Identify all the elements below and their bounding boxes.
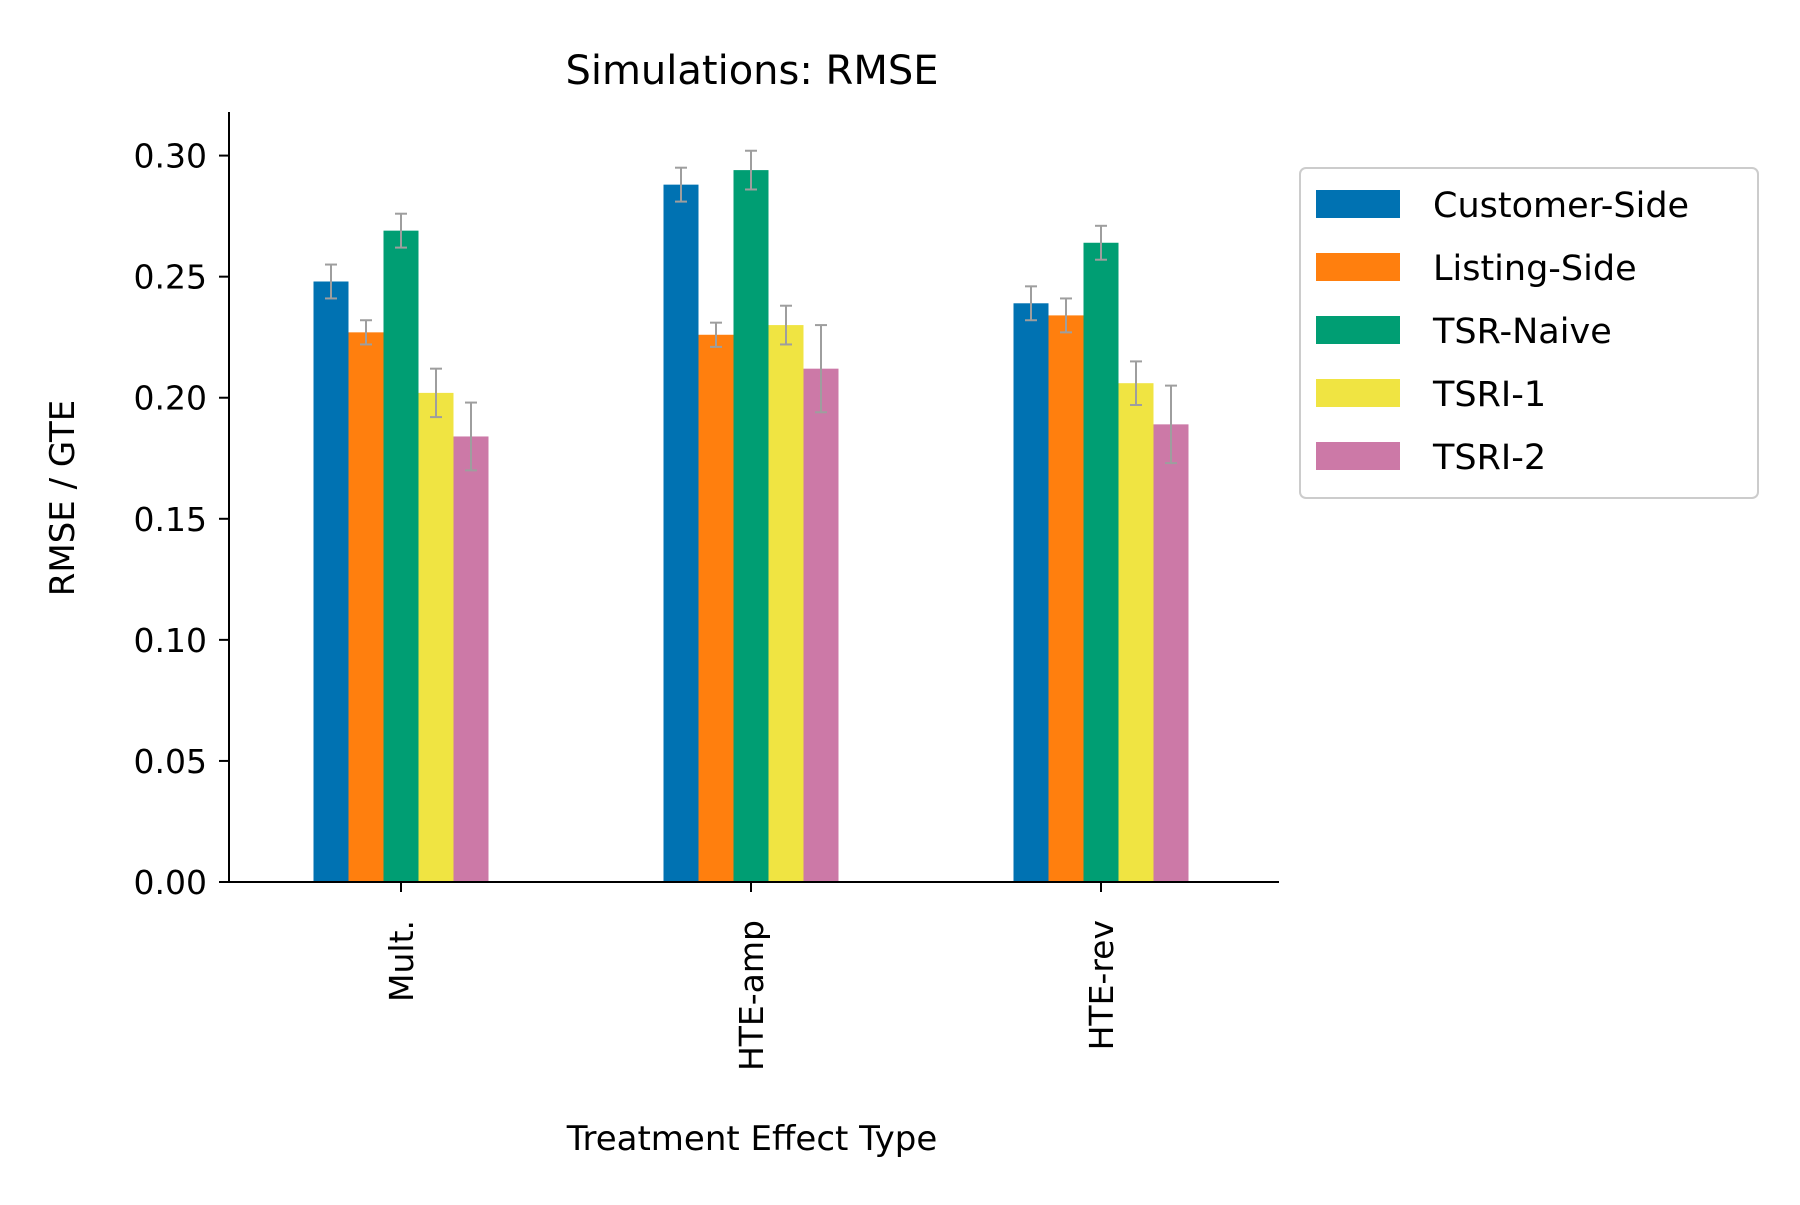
- bar: [698, 334, 734, 882]
- bar: [383, 230, 419, 882]
- bar: [313, 281, 349, 883]
- legend-swatch: [1316, 379, 1400, 407]
- legend-label: TSRI-1: [1432, 375, 1546, 415]
- bar: [1013, 303, 1049, 882]
- legend-label: TSRI-2: [1432, 438, 1546, 478]
- bar: [803, 368, 839, 883]
- bar: [733, 170, 769, 882]
- legend-label: Listing-Side: [1433, 249, 1637, 289]
- y-tick-label: 0.30: [134, 137, 207, 176]
- bar: [1048, 315, 1084, 882]
- y-tick-label: 0.00: [134, 863, 207, 902]
- bar: [348, 332, 384, 882]
- bar: [768, 325, 804, 882]
- legend-box: [1299, 167, 1759, 499]
- y-axis-label: RMSE / GTE: [43, 400, 83, 596]
- legend-label: TSR-Naive: [1432, 312, 1612, 352]
- y-tick-label: 0.20: [134, 379, 207, 418]
- legend: Customer-Side Listing-Side TSR-Naive TSRI-1…: [1299, 167, 1759, 499]
- bar: [453, 436, 489, 882]
- y-tick-label: 0.15: [134, 500, 207, 539]
- legend-swatch: [1316, 442, 1400, 470]
- x-tick-label: HTE-rev: [1082, 920, 1121, 1050]
- legend-swatch: [1316, 253, 1400, 281]
- x-tick-label: Mult.: [382, 920, 421, 1002]
- chart-title: Simulations: RMSE: [565, 48, 938, 94]
- bar: [1083, 242, 1119, 883]
- bar: [1153, 424, 1189, 882]
- x-axis-label: Treatment Effect Type: [566, 1119, 938, 1159]
- bar: [1118, 383, 1154, 882]
- y-tick-label: 0.05: [134, 742, 207, 781]
- axes: 0.00 0.05 0.10 0.15 0.20 0.25 0.30 Mult. HTE-amp…: [134, 112, 1279, 1071]
- legend-swatch: [1316, 190, 1400, 218]
- x-tick-label: HTE-amp: [732, 920, 771, 1071]
- legend-label: Customer-Side: [1433, 186, 1689, 226]
- plot-area: [313, 149, 1189, 883]
- bar: [418, 392, 454, 882]
- y-tick-label: 0.10: [134, 621, 207, 660]
- y-tick-label: 0.25: [134, 258, 207, 297]
- legend-swatch: [1316, 316, 1400, 344]
- bar: [663, 184, 699, 883]
